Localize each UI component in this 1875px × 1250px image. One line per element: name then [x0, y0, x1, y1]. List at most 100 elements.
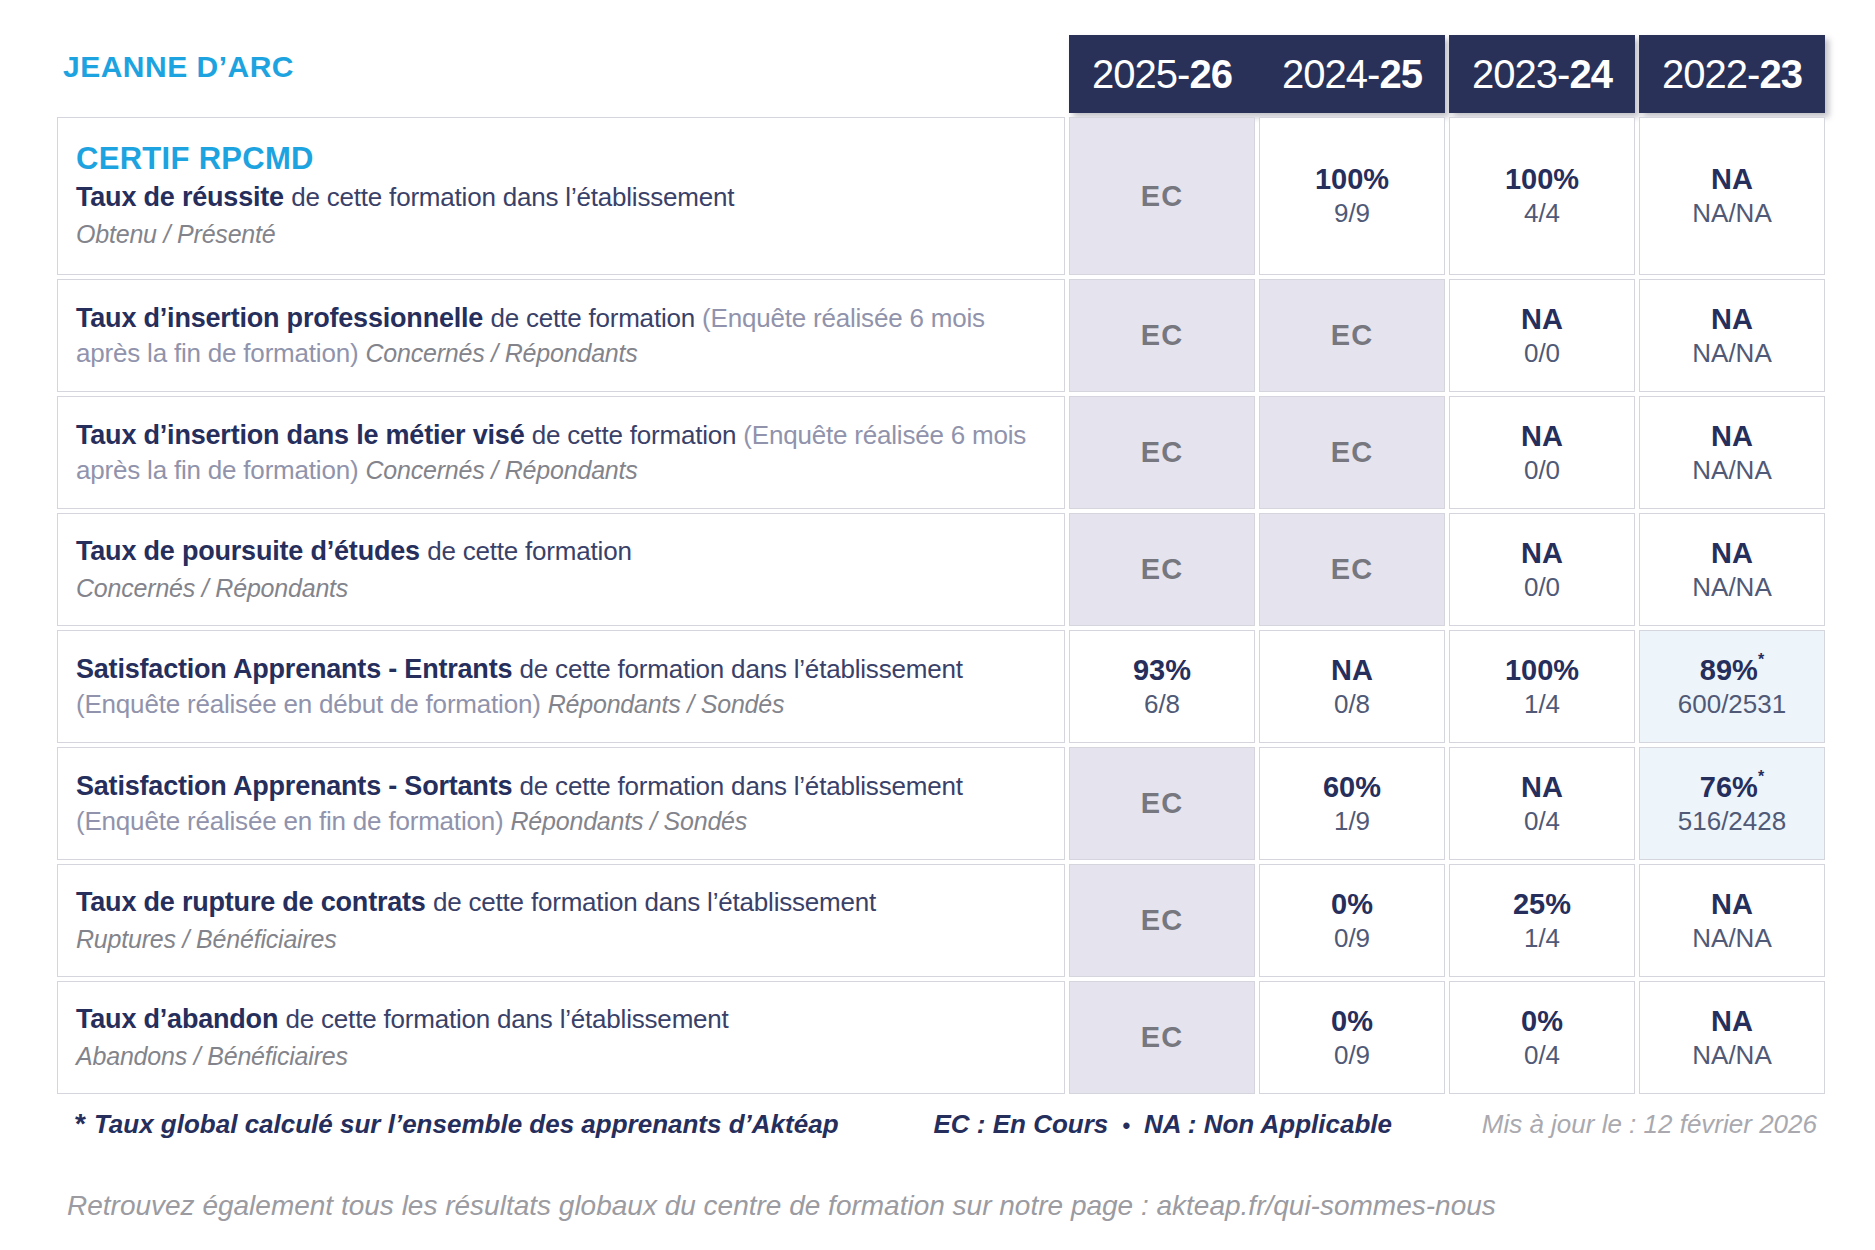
- label-segment: de cette formation dans l’établissement: [286, 1004, 729, 1034]
- metric-subtitle: Concernés / Répondants: [76, 572, 1044, 605]
- metric-subtitle: Obtenu / Présenté: [76, 218, 1044, 251]
- value-primary: 0%: [1331, 889, 1373, 921]
- year-prefix: 2023-: [1472, 52, 1569, 96]
- value-cell: 76%* 516/2428: [1639, 747, 1825, 860]
- value-primary: NA: [1711, 164, 1753, 196]
- asterisk: *: [1758, 651, 1764, 668]
- status-ec: EC: [1141, 904, 1183, 937]
- value-secondary: 0/9: [1334, 924, 1370, 953]
- value-cell: 100%4/4: [1449, 117, 1635, 275]
- label-segment: de cette formation: [532, 420, 744, 450]
- table-row: Satisfaction Apprenants - Sortants de ce…: [57, 747, 1825, 860]
- footnote-text: Taux global calculé sur l’ensemble des a…: [94, 1109, 839, 1139]
- value-secondary: 600/2531: [1678, 690, 1786, 719]
- label-segment: de cette formation dans l’établissement: [433, 887, 876, 917]
- metric-title: Taux de rupture de contrats de cette for…: [76, 885, 1044, 921]
- metric-label-cell: Taux de rupture de contrats de cette for…: [57, 864, 1065, 977]
- value-cell: EC: [1259, 396, 1445, 509]
- value-primary: NA: [1711, 538, 1753, 570]
- value-primary: 100%: [1505, 655, 1579, 687]
- table-body: CERTIF RPCMDTaux de réussite de cette fo…: [57, 117, 1825, 1094]
- value-secondary: 9/9: [1334, 199, 1370, 228]
- label-segment: de cette formation dans l’établissement: [291, 182, 734, 212]
- value-cell: NANA/NA: [1639, 117, 1825, 275]
- year-header-group: 2025-26 2024-25: [1069, 35, 1445, 113]
- year-col-2023-24: 2023-24: [1449, 35, 1635, 113]
- metric-title: Satisfaction Apprenants - Entrants de ce…: [76, 652, 1044, 722]
- value-cell: EC: [1069, 513, 1255, 626]
- label-segment: de cette formation dans l’établissement: [520, 771, 963, 801]
- value-primary: NA: [1521, 772, 1563, 804]
- value-primary: 76%*: [1700, 772, 1764, 804]
- status-ec: EC: [1331, 319, 1373, 352]
- value-secondary: 0/8: [1334, 690, 1370, 719]
- status-ec: EC: [1141, 180, 1183, 213]
- label-segment: Taux de poursuite d’études: [76, 536, 427, 566]
- value-secondary: 0/4: [1524, 1041, 1560, 1070]
- value-cell: 100% 1/4: [1449, 630, 1635, 743]
- value-cell: EC: [1069, 279, 1255, 392]
- status-ec: EC: [1141, 1021, 1183, 1054]
- value-cell: EC: [1069, 747, 1255, 860]
- value-cell: NANA/NA: [1639, 279, 1825, 392]
- metric-title: Taux d’insertion dans le métier visé de …: [76, 418, 1044, 488]
- label-segment: Taux d’insertion professionnelle: [76, 303, 490, 333]
- value-cell: 0%0/9: [1259, 864, 1445, 977]
- legend-separator: •: [1122, 1113, 1130, 1138]
- value-cell: 0%0/9: [1259, 981, 1445, 1094]
- label-segment: Concernés / Répondants: [76, 574, 348, 602]
- abbreviation-legend: EC : En Cours•NA : Non Applicable: [934, 1109, 1392, 1140]
- label-segment: Taux d’insertion dans le métier visé: [76, 420, 532, 450]
- label-segment: Taux de rupture de contrats: [76, 887, 433, 917]
- year-prefix: 2024-: [1282, 52, 1379, 96]
- value-cell: EC: [1259, 513, 1445, 626]
- year-col-2024-25: 2024-25: [1259, 52, 1445, 97]
- value-secondary: 516/2428: [1678, 807, 1786, 836]
- value-primary: NA: [1331, 655, 1373, 687]
- metric-title: Taux de poursuite d’études de cette form…: [76, 534, 1044, 570]
- value-cell: NA0/0: [1449, 513, 1635, 626]
- label-segment: (Enquête réalisée en fin de formation): [76, 806, 510, 836]
- value-cell: NANA/NA: [1639, 981, 1825, 1094]
- value-cell: 89%* 600/2531: [1639, 630, 1825, 743]
- value-cell: 0%0/4: [1449, 981, 1635, 1094]
- year-prefix: 2025-: [1092, 52, 1189, 96]
- value-primary: NA: [1711, 421, 1753, 453]
- label-segment: Abandons / Bénéficiaires: [76, 1042, 348, 1070]
- page: JEANNE D’ARC 2025-26 2024-25 2023-24 202…: [0, 0, 1875, 1250]
- metric-title: Satisfaction Apprenants - Sortants de ce…: [76, 769, 1044, 839]
- status-ec: EC: [1331, 553, 1373, 586]
- value-primary: 89%*: [1700, 655, 1764, 687]
- year-col-2025-26: 2025-26: [1069, 52, 1255, 97]
- metric-label-cell: Taux d’insertion dans le métier visé de …: [57, 396, 1065, 509]
- value-primary: 100%: [1315, 164, 1389, 196]
- bottom-info: Retrouvez également tous les résultats g…: [57, 1190, 1825, 1222]
- value-secondary: 0/0: [1524, 339, 1560, 368]
- label-segment: Concernés / Répondants: [365, 339, 637, 367]
- value-secondary: NA/NA: [1692, 573, 1771, 602]
- metric-label-cell: Satisfaction Apprenants - Entrants de ce…: [57, 630, 1065, 743]
- value-cell: NANA/NA: [1639, 396, 1825, 509]
- value-cell: 60%1/9: [1259, 747, 1445, 860]
- label-segment: de cette formation dans l’établissement: [520, 654, 963, 684]
- value-secondary: 1/4: [1524, 924, 1560, 953]
- year-suffix: 25: [1379, 52, 1422, 96]
- legend-na: NA : Non Applicable: [1144, 1109, 1392, 1139]
- results-table: 2025-26 2024-25 2023-24 2022-23 CERTIF R…: [57, 35, 1825, 1098]
- table-row: Taux d’insertion dans le métier visé de …: [57, 396, 1825, 509]
- label-segment: Concernés / Répondants: [365, 456, 637, 484]
- label-segment: de cette formation: [427, 536, 632, 566]
- label-segment: (Enquête réalisée en début de formation): [76, 689, 548, 719]
- label-segment: Répondants / Sondés: [510, 807, 747, 835]
- value-primary: 60%: [1323, 772, 1381, 804]
- value-secondary: 1/4: [1524, 690, 1560, 719]
- value-cell: NA0/0: [1449, 396, 1635, 509]
- value-secondary: 0/0: [1524, 573, 1560, 602]
- value-primary: NA: [1711, 1006, 1753, 1038]
- value-secondary: 0/0: [1524, 456, 1560, 485]
- value-secondary: 0/4: [1524, 807, 1560, 836]
- year-header-row: 2025-26 2024-25 2023-24 2022-23: [57, 35, 1825, 113]
- website-url[interactable]: akteap.fr/qui-sommes-nous: [1157, 1190, 1496, 1221]
- value-secondary: 0/9: [1334, 1041, 1370, 1070]
- value-cell: EC: [1069, 864, 1255, 977]
